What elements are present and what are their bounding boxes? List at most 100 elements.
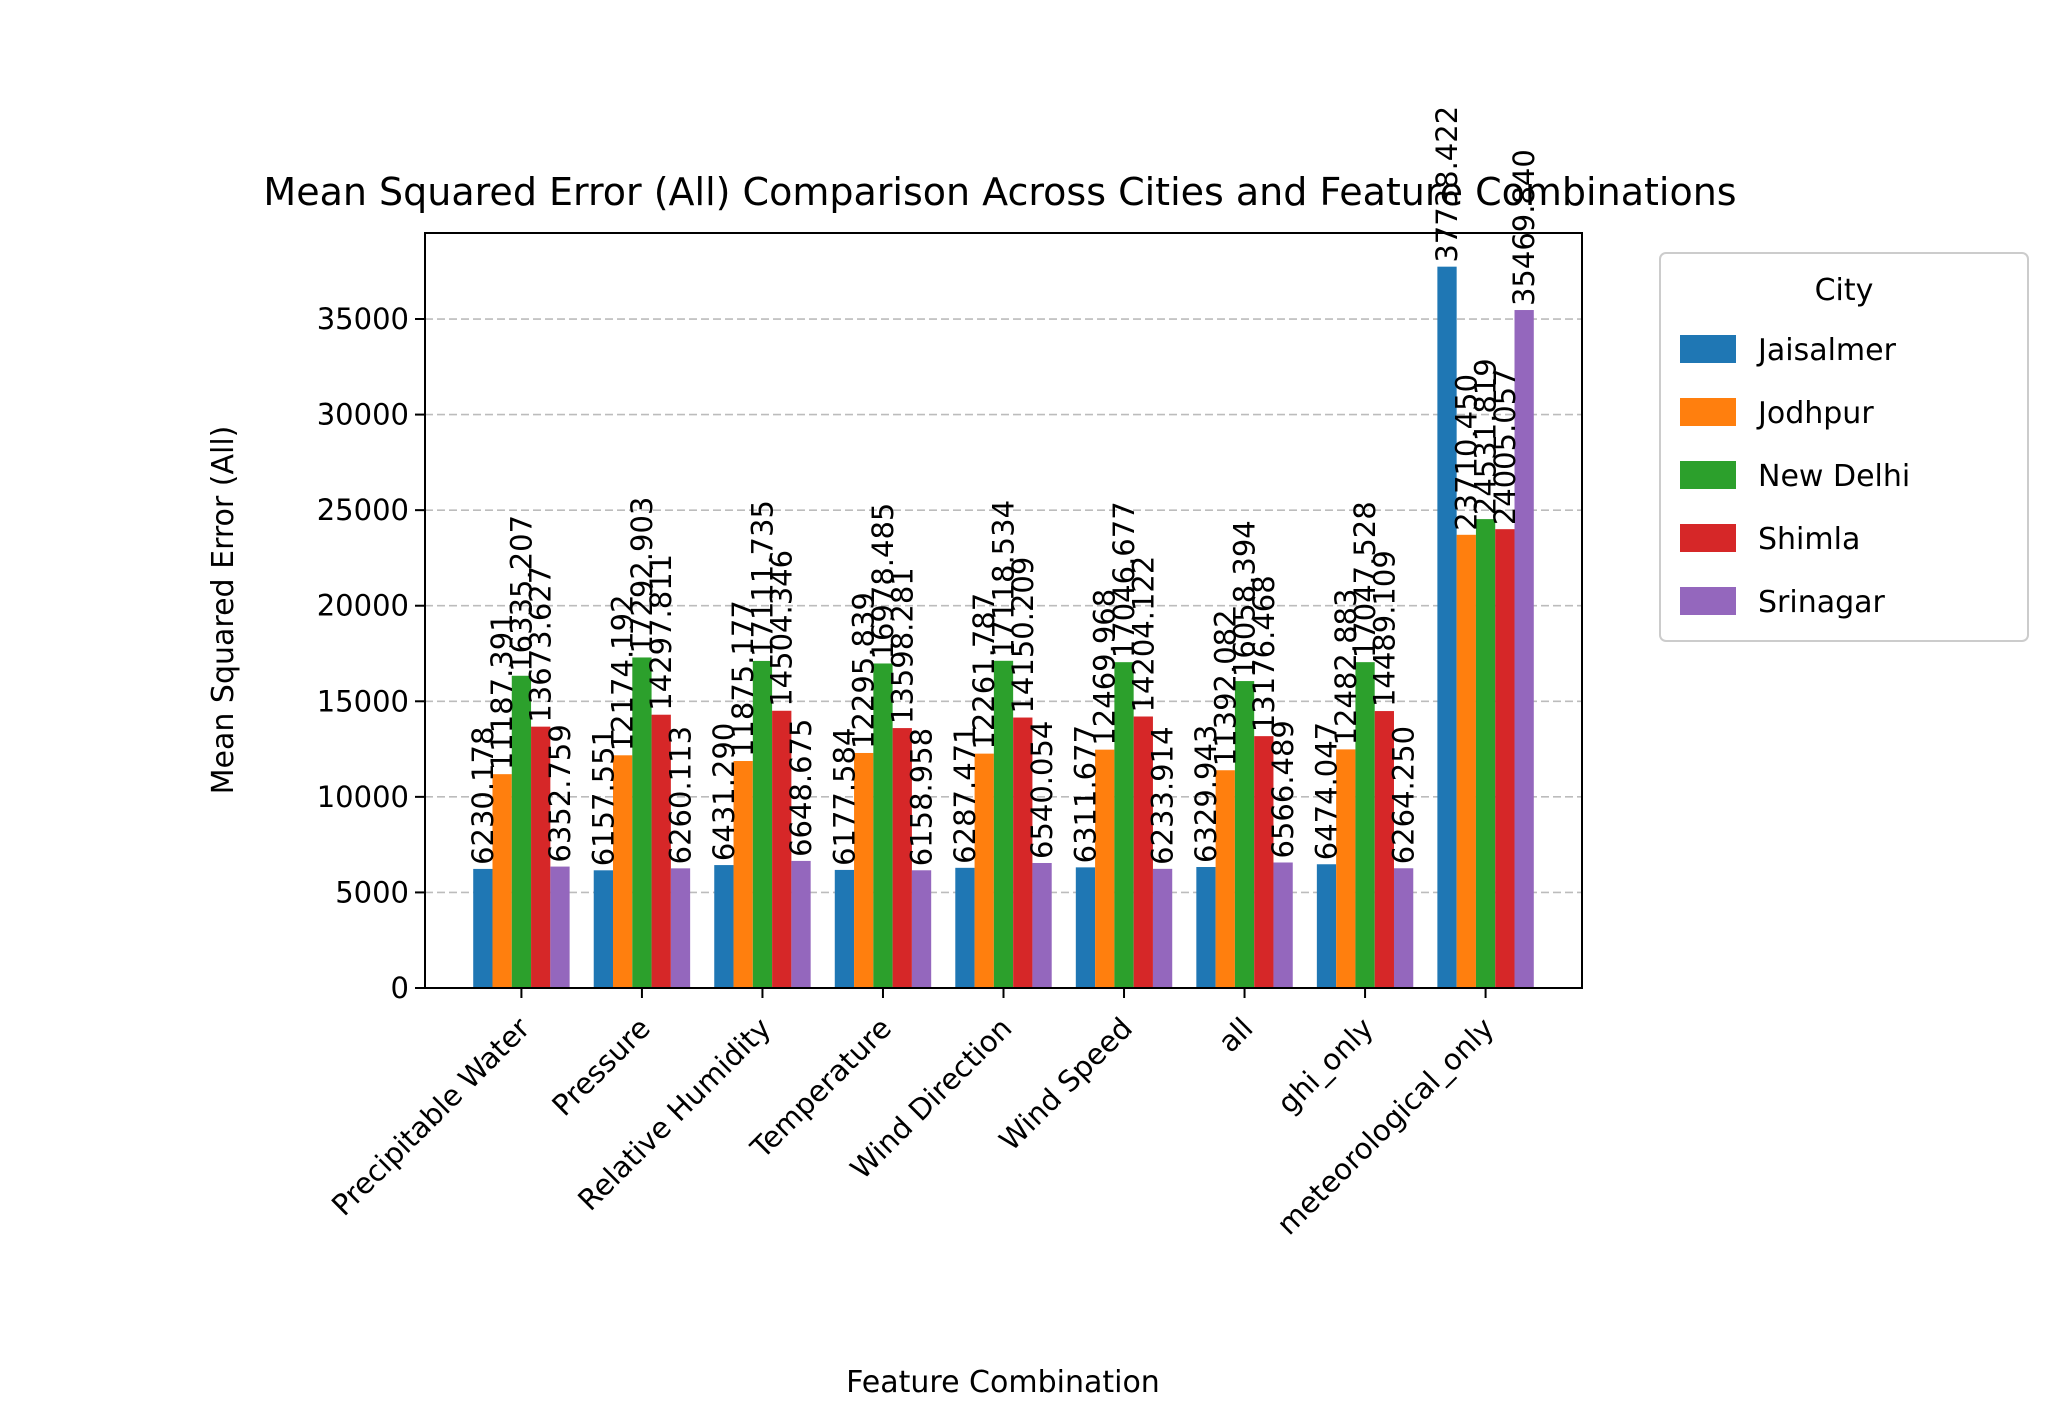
bar [733, 761, 753, 988]
y-axis: 0 5000 10000 15000 20000 25000 30000 35000 [317, 302, 425, 1005]
bar-value-label: 6260.113 [664, 726, 698, 864]
bar [1514, 310, 1534, 988]
bar-value-label: 17118.534 [987, 500, 1021, 657]
bar [873, 663, 893, 988]
bar-series [473, 266, 1534, 988]
bar-value-label: 17046.677 [1107, 501, 1141, 658]
bar-value-label: 14204.122 [1126, 556, 1160, 713]
bar-value-label: 23710.450 [1449, 374, 1483, 531]
bar [1196, 867, 1216, 988]
bar-value-label: 12261.787 [967, 593, 1001, 750]
bar [752, 660, 773, 988]
bar-value-label: 16978.485 [866, 503, 900, 660]
bar-value-label: 13673.627 [524, 566, 558, 723]
chart-title: Mean Squared Error (All) Comparison Acro… [263, 170, 1736, 214]
bar-value-label: 6264.250 [1387, 726, 1421, 864]
bar [1437, 266, 1457, 988]
bar [1355, 662, 1375, 988]
bar-value-label: 13176.468 [1247, 575, 1281, 732]
bar [993, 660, 1014, 988]
y-tick-label: 15000 [317, 684, 409, 718]
bar [1393, 868, 1414, 988]
legend-swatch [1680, 335, 1736, 363]
bar-value-label: 12469.968 [1088, 589, 1122, 746]
legend-swatch [1680, 398, 1736, 426]
bar [531, 726, 551, 988]
bar [1316, 864, 1337, 988]
bar-value-label: 24531.819 [1469, 358, 1503, 515]
bar [854, 752, 874, 988]
bar [1152, 868, 1173, 988]
bar [772, 710, 792, 988]
bar-value-label: 14489.109 [1367, 550, 1401, 707]
bar-value-label: 16335.207 [504, 515, 538, 672]
bar-value-label: 12174.192 [606, 594, 640, 751]
bar [1475, 519, 1496, 988]
legend-label: Shimla [1758, 522, 1860, 557]
legend-label: New Delhi [1758, 459, 1910, 494]
bar [1456, 534, 1476, 988]
bar-value-label: 6311.677 [1068, 725, 1102, 863]
bar-value-label: 12482.883 [1329, 589, 1363, 746]
bar-value-label: 6157.551 [586, 728, 620, 866]
legend-frame [1659, 252, 2029, 642]
bar-value-label: 17047.528 [1348, 501, 1382, 658]
bar [593, 870, 614, 988]
bar-value-label: 35469.840 [1507, 149, 1541, 306]
legend-title: City [1815, 273, 1874, 308]
bar [892, 728, 912, 988]
bar [511, 675, 532, 988]
bar-value-label: 24005.057 [1488, 368, 1522, 525]
bar [613, 755, 633, 988]
bar-value-label: 6233.914 [1146, 726, 1180, 864]
bar [1032, 862, 1052, 988]
bar [1075, 867, 1096, 988]
legend-label: Jaisalmer [1756, 333, 1897, 368]
bar-value-label: 37738.422 [1430, 106, 1464, 263]
bar [1336, 749, 1356, 988]
bar-value-label: 6177.584 [827, 728, 861, 866]
legend-label: Srinagar [1758, 585, 1886, 620]
bar-value-label: 12295.839 [847, 592, 881, 749]
bar-value-label: 6352.759 [543, 724, 577, 862]
bar [1273, 862, 1293, 988]
bar-value-label: 11875.177 [726, 600, 760, 757]
y-axis-title: Mean Squared Error (All) [206, 426, 241, 795]
bar-value-label: 11392.082 [1208, 609, 1242, 766]
bar-value-label: 6648.675 [784, 719, 818, 857]
bar [834, 869, 855, 988]
bar [1114, 662, 1134, 988]
bar-value-label: 14297.811 [644, 554, 678, 711]
bar-value-labels: 6230.17811187.39116335.20713673.6276352.… [466, 106, 1541, 866]
legend-swatch [1680, 587, 1736, 615]
bar [1013, 717, 1033, 988]
x-axis-title: Feature Combination [846, 1365, 1160, 1400]
y-tick-label: 0 [391, 971, 409, 1005]
bar-value-label: 14150.209 [1006, 557, 1040, 714]
bar [550, 866, 570, 988]
bar-value-label: 6329.943 [1189, 725, 1223, 863]
bar [473, 868, 493, 988]
bar-value-label: 11187.391 [485, 613, 519, 770]
legend-label: Jodhpur [1756, 396, 1874, 431]
bar-value-label: 6540.054 [1025, 721, 1059, 859]
bar-value-label: 6230.178 [466, 727, 500, 865]
bar [492, 774, 512, 988]
y-tick-label: 20000 [317, 589, 409, 623]
y-tick-label: 10000 [317, 780, 409, 814]
bar [1234, 681, 1255, 988]
bar [955, 867, 975, 988]
y-tick-label: 35000 [317, 302, 409, 336]
bar [911, 870, 932, 988]
bar [1095, 749, 1115, 988]
bar [1254, 736, 1274, 988]
bar [974, 753, 994, 988]
y-tick-label: 5000 [335, 875, 409, 909]
y-tick-label: 25000 [317, 493, 409, 527]
bar-value-label: 17292.903 [625, 497, 659, 654]
bar [1133, 716, 1153, 988]
bar-value-label: 17111.735 [745, 500, 779, 657]
bar-value-label: 6287.471 [948, 725, 982, 863]
